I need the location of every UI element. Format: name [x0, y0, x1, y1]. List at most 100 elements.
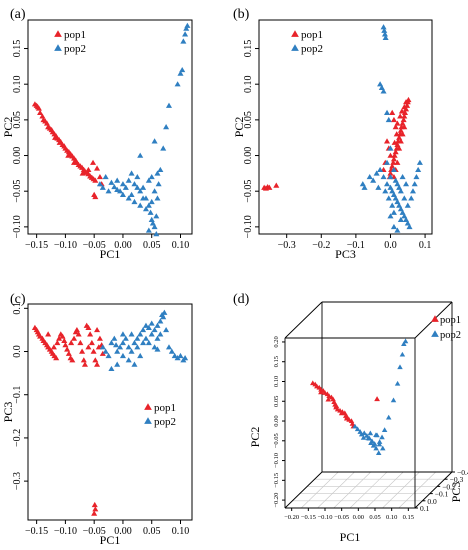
data-point [382, 34, 389, 41]
data-point [137, 331, 144, 337]
data-point [370, 177, 377, 183]
data-point [392, 148, 399, 155]
data-point [377, 166, 384, 173]
data-point [128, 170, 135, 176]
y-tick-label: −0.15 [273, 473, 280, 488]
data-point [73, 326, 80, 333]
legend-entry: pop2 [440, 330, 461, 341]
floor-grid-line [317, 471, 355, 509]
data-point [148, 216, 155, 222]
data-point [360, 435, 367, 440]
data-point [397, 113, 404, 119]
data-point [96, 173, 103, 180]
legend: pop1 pop2 [144, 402, 176, 428]
data-point [365, 435, 372, 441]
data-point [137, 152, 144, 158]
y-tick-label: 0.05 [273, 396, 280, 407]
data-point [77, 339, 84, 346]
data-point [125, 195, 132, 201]
data-point [394, 227, 401, 233]
legend-entry: pop2 [301, 43, 323, 55]
data-point [318, 389, 324, 395]
data-point [392, 195, 399, 201]
data-point [122, 184, 129, 190]
series-pop1 [31, 101, 105, 200]
data-point [390, 397, 397, 403]
floor-grid-line [349, 471, 388, 509]
data-point [88, 339, 95, 346]
y-axis-label: PC2 [1, 117, 15, 138]
data-point [87, 331, 94, 337]
data-point [383, 109, 391, 115]
legend: pop1 pop2 [54, 29, 86, 55]
data-point [154, 346, 161, 352]
z-tick-label: −0.3 [450, 475, 464, 484]
data-point [69, 357, 76, 363]
panel-b: (b) −0.3 −0.2 −0.1 0.0 0.1 −0.10 −0.05 0.00 0.05 0… [232, 7, 433, 261]
data-point [119, 331, 126, 337]
y-axis-label: PC2 [232, 117, 246, 138]
panel-label: (d) [233, 292, 250, 307]
data-point [114, 186, 121, 193]
data-point [389, 109, 396, 115]
data-point [390, 209, 397, 215]
data-point [149, 220, 156, 226]
data-point [177, 70, 184, 76]
data-point [385, 116, 392, 123]
data-point [68, 339, 75, 346]
data-point [91, 510, 98, 516]
data-point [131, 181, 138, 187]
data-point [90, 348, 97, 354]
data-point [148, 173, 155, 180]
data-point [325, 396, 332, 402]
data-point [383, 159, 391, 165]
data-point [94, 165, 101, 171]
data-point [54, 339, 61, 346]
data-point [401, 195, 408, 201]
data-point [401, 109, 409, 115]
data-point [168, 348, 175, 354]
data-point [373, 170, 380, 176]
data-point [137, 188, 144, 194]
x-axis-label: PC1 [100, 247, 121, 261]
data-point [415, 166, 422, 173]
panel-label: (c) [10, 292, 26, 307]
data-point [333, 403, 340, 408]
data-point [401, 104, 408, 110]
data-point [108, 339, 115, 346]
data-point [373, 432, 379, 438]
data-point [108, 179, 115, 185]
data-point [159, 311, 166, 318]
data-point [398, 108, 405, 114]
data-point [387, 213, 394, 219]
data-point [392, 177, 399, 183]
y-tick-label: 0.00 [12, 147, 23, 165]
data-point [399, 120, 406, 126]
data-point [148, 331, 155, 337]
data-point [71, 159, 78, 165]
data-point [111, 183, 118, 190]
data-point [102, 348, 109, 354]
x-tick-label: −0.15 [301, 514, 316, 521]
data-point [397, 138, 404, 144]
data-point [53, 355, 60, 361]
data-point [96, 181, 103, 187]
x-axis-label: PC1 [100, 533, 121, 547]
data-point [92, 357, 99, 363]
y-tick-label: 0.10 [273, 376, 280, 387]
data-point [56, 139, 63, 145]
data-point [80, 357, 87, 363]
data-point [390, 159, 397, 165]
data-point [160, 145, 167, 151]
x-tick-label: −0.10 [317, 514, 332, 521]
box-edge [414, 471, 453, 509]
x-tick-label: −0.15 [25, 526, 48, 537]
data-point [367, 430, 374, 436]
data-point [105, 188, 112, 194]
data-point [338, 410, 345, 416]
data-point [145, 202, 152, 208]
x-tick-label: −0.1 [347, 240, 365, 251]
data-point [354, 426, 361, 432]
data-point [140, 339, 147, 346]
